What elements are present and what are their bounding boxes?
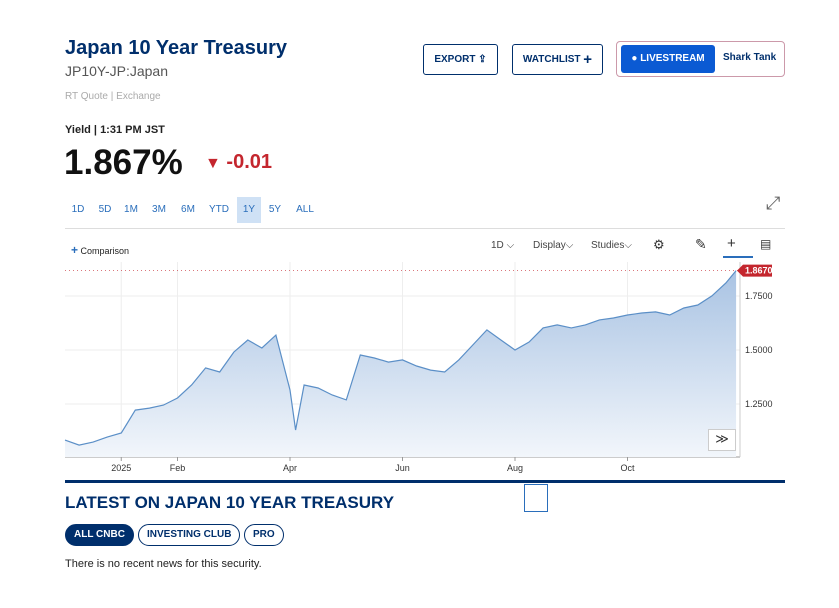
range-button[interactable]: 6M bbox=[181, 204, 195, 215]
news-empty: There is no recent news for this securit… bbox=[65, 558, 262, 570]
y-tick-label: 1.5000 bbox=[745, 345, 773, 355]
label: Display bbox=[533, 240, 566, 251]
x-tick-label: Aug bbox=[507, 463, 523, 473]
change: ▼ -0.01 bbox=[205, 151, 272, 173]
line bbox=[64, 270, 737, 446]
label: LIVESTREAM bbox=[640, 53, 705, 64]
section-rule bbox=[65, 480, 785, 483]
expand-icon[interactable]: ⤢ bbox=[766, 193, 781, 213]
y-tick-label: 1.2500 bbox=[745, 399, 773, 409]
quote-source: RT Quote | Exchange bbox=[65, 91, 161, 102]
title: Japan 10 Year Treasury bbox=[65, 37, 288, 59]
range-button[interactable]: 1M bbox=[124, 204, 138, 215]
news-tab[interactable]: ALL CNBC bbox=[65, 524, 134, 546]
crosshair-active bbox=[723, 256, 753, 258]
current-tag bbox=[737, 264, 772, 277]
label: Comparison bbox=[80, 246, 130, 256]
scroll-button[interactable]: ≫ bbox=[708, 429, 736, 451]
watchlist-button[interactable]: WATCHLIST + bbox=[512, 44, 603, 75]
draw-icon[interactable]: ✎ bbox=[695, 236, 707, 252]
news-heading: LATEST ON JAPAN 10 YEAR TREASURY bbox=[65, 493, 395, 512]
label: EXPORT bbox=[434, 54, 476, 65]
x-tick-label: 2025 bbox=[111, 463, 131, 473]
livestream-button[interactable]: ● LIVESTREAM bbox=[621, 45, 715, 73]
area bbox=[65, 270, 737, 457]
change-value: -0.01 bbox=[226, 151, 272, 173]
range-button[interactable]: 5D bbox=[98, 204, 112, 215]
ad-placeholder bbox=[524, 484, 548, 512]
crosshair-icon[interactable]: + bbox=[727, 235, 736, 252]
x-tick-label: Jun bbox=[395, 463, 410, 473]
quote-label: Yield | 1:31 PM JST bbox=[65, 124, 165, 136]
comparison[interactable]: + Comparison bbox=[71, 243, 130, 257]
label: WATCHLIST bbox=[522, 54, 581, 65]
range-button[interactable]: 5Y bbox=[268, 204, 282, 215]
chart: 1.2500 1.5000 1.7500 2025 Feb Apr Jun Aug Oct 1.8… bbox=[64, 262, 773, 473]
label: Studies bbox=[591, 240, 625, 251]
news-tab[interactable]: PRO bbox=[244, 524, 284, 546]
range-button[interactable]: YTD bbox=[209, 204, 229, 215]
comment-icon[interactable]: ▤ bbox=[760, 237, 772, 251]
interval[interactable]: 1D ⌵ bbox=[491, 240, 515, 251]
settings-icon[interactable]: ⚙ bbox=[653, 237, 665, 252]
symbol: JP10Y-JP:Japan bbox=[65, 63, 168, 79]
price: 1.867% bbox=[64, 143, 183, 182]
news-tab[interactable]: INVESTING CLUB bbox=[138, 524, 241, 546]
x-tick-label: Feb bbox=[170, 463, 186, 473]
export-button[interactable]: EXPORT ⇪ bbox=[423, 44, 498, 75]
range-button[interactable]: 1D bbox=[71, 204, 85, 215]
range-button[interactable]: 3M bbox=[152, 204, 166, 215]
livestream-box[interactable]: ● LIVESTREAM Shark Tank bbox=[616, 41, 785, 77]
divider bbox=[65, 228, 785, 229]
range-button[interactable]: ALL bbox=[296, 204, 314, 215]
y-tick-label: 1.7500 bbox=[745, 291, 773, 301]
show-name: Shark Tank bbox=[723, 52, 777, 63]
range-button[interactable]: 1Y bbox=[237, 197, 261, 223]
studies[interactable]: Studies⌵ bbox=[591, 240, 632, 251]
current-label: 1.8670 bbox=[745, 266, 773, 276]
label: 1D bbox=[491, 240, 504, 251]
x-tick-label: Apr bbox=[283, 463, 297, 473]
x-tick-label: Oct bbox=[620, 463, 635, 473]
display[interactable]: Display⌵ bbox=[533, 240, 574, 251]
